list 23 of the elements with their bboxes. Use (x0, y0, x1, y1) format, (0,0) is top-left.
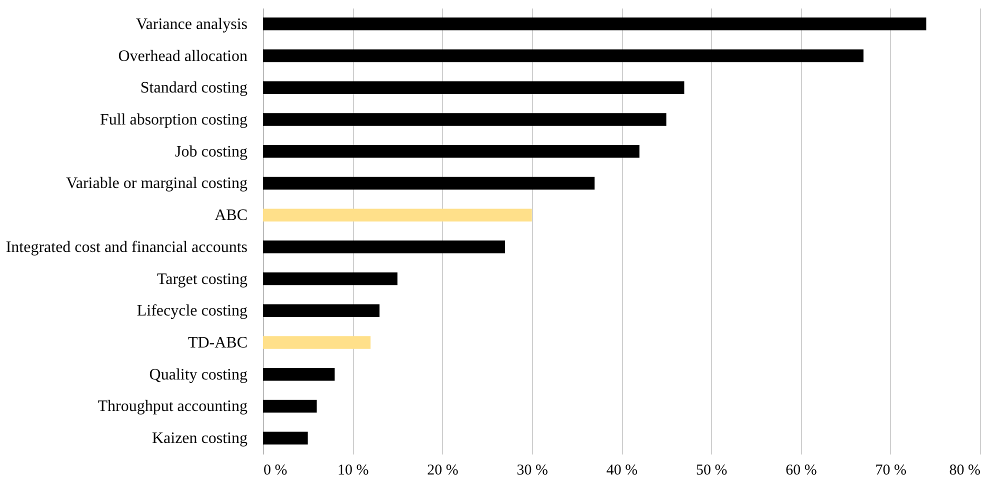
x-tick-label: 0 % (264, 462, 288, 478)
y-tick-label: Integrated cost and financial accounts (6, 238, 248, 256)
x-tick-label: 60 % (786, 462, 817, 478)
y-tick-label: Throughput accounting (98, 398, 248, 416)
y-tick-label: TD-ABC (188, 334, 248, 352)
y-tick-label: Variable or marginal costing (66, 175, 248, 192)
y-tick-label: Lifecycle costing (136, 302, 248, 320)
x-tick-label: 20 % (427, 462, 458, 478)
y-tick-label: Quality costing (149, 366, 248, 384)
y-tick-label: Job costing (175, 143, 248, 160)
y-tick-label: ABC (214, 207, 248, 224)
x-tick-label: 10 % (338, 462, 369, 478)
y-tick-label: Overhead allocation (118, 48, 248, 65)
x-tick-label: 80 % (949, 462, 980, 478)
x-tick-label: 50 % (696, 462, 728, 478)
y-tick-label: Standard costing (140, 80, 248, 97)
y-tick-label: Variance analysis (136, 16, 248, 33)
y-tick-label: Target costing (156, 270, 248, 288)
x-tick-label: 30 % (516, 462, 548, 478)
y-tick-label: Kaizen costing (152, 430, 248, 448)
y-tick-label: Full absorption costing (100, 112, 248, 128)
x-tick-label: 40 % (606, 462, 638, 478)
x-tick-label: 70 % (875, 462, 906, 478)
